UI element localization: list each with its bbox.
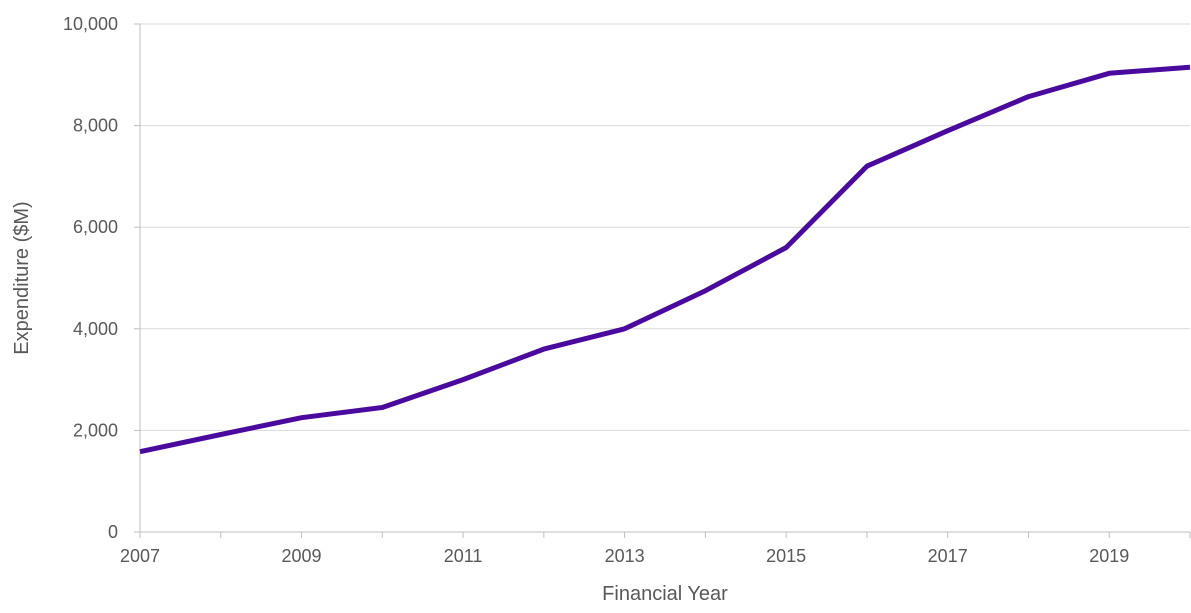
x-axis-title: Financial Year (602, 583, 728, 605)
axes (134, 24, 1190, 538)
y-axis-title: Expenditure ($M) (11, 201, 33, 354)
y-tick-label: 0 (108, 522, 118, 542)
y-tick-label: 6,000 (73, 217, 118, 237)
x-tick-label: 2019 (1089, 546, 1129, 566)
x-tick-label: 2013 (605, 546, 645, 566)
y-tick-label: 4,000 (73, 319, 118, 339)
gridlines (140, 24, 1190, 430)
x-tick-label: 2017 (928, 546, 968, 566)
series-layer (138, 65, 1191, 455)
x-tick-label: 2011 (444, 546, 483, 566)
x-tick-label: 2015 (766, 546, 806, 566)
series-line (140, 67, 1190, 452)
tick-labels: 0 2,000 4,000 6,000 8,000 10,000 2007 2009 2011 2… (63, 14, 1129, 566)
y-tick-label: 2,000 (73, 420, 118, 440)
x-tick-label: 2007 (120, 546, 160, 566)
x-tick-label: 2009 (282, 546, 322, 566)
y-tick-label: 8,000 (73, 116, 118, 136)
y-tick-label: 10,000 (63, 14, 118, 34)
